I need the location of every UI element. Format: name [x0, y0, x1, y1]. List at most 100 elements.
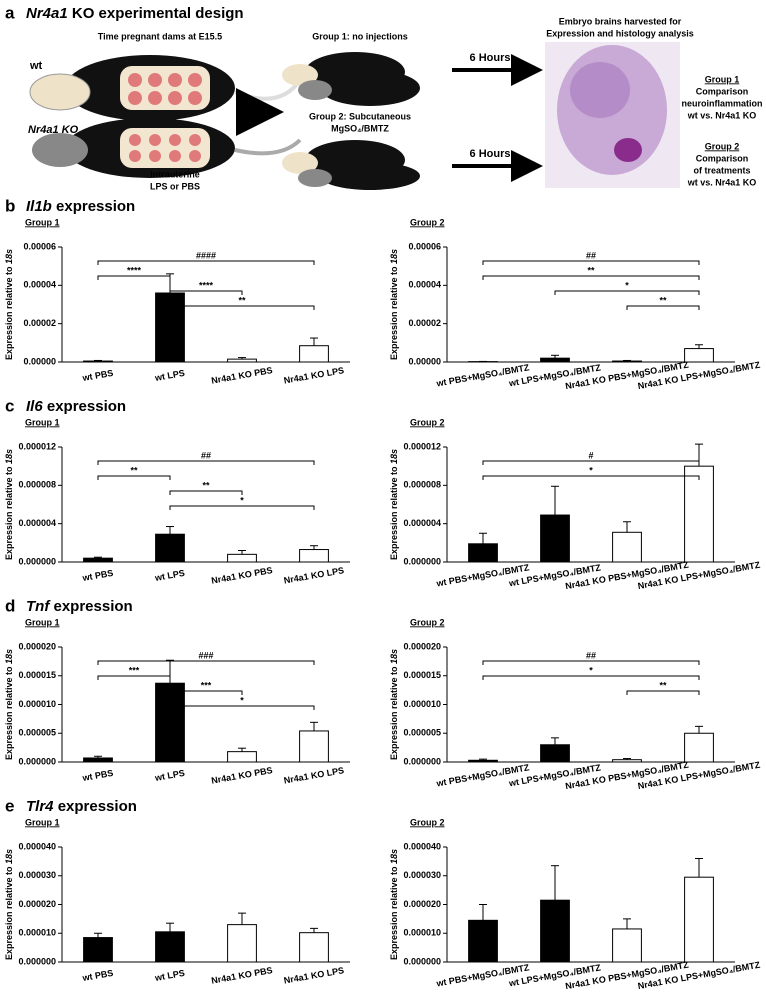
y-tick-label: 0.000012 — [18, 441, 56, 451]
significance-label: ** — [659, 680, 667, 690]
bar — [612, 360, 642, 363]
significance-label: *** — [201, 680, 212, 690]
significance-bracket — [482, 260, 700, 265]
mouse-head — [282, 64, 318, 86]
error-bar — [94, 359, 102, 362]
y-label-gene: 18s — [389, 649, 399, 664]
significance-bracket — [97, 475, 171, 480]
y-tick-label: 0.000030 — [18, 870, 56, 880]
significance-label: * — [240, 495, 244, 505]
significance-label: * — [240, 695, 244, 705]
significance-label: ** — [659, 295, 667, 305]
y-tick-label: 0.000010 — [18, 928, 56, 938]
bar — [612, 928, 642, 963]
mouse-tail — [234, 138, 302, 156]
y-tick-label: 0.000015 — [18, 670, 56, 680]
y-tick-label: 0.000000 — [403, 756, 441, 766]
hours-label: 6 Hours — [470, 148, 511, 160]
x-tick-label: wt LPS — [153, 768, 185, 783]
y-tick-label: 0.000004 — [403, 518, 441, 528]
injection-line: Intrauterine — [150, 169, 200, 179]
title-suffix: expression — [58, 798, 137, 815]
group2-line: Group 2: Subcutaneous — [309, 111, 411, 121]
significance-bracket — [482, 660, 700, 665]
y-axis-label: Expression relative to 18s — [389, 649, 399, 760]
panel-title: Il1b expression — [26, 198, 135, 215]
y-tick-label: 0.00000 — [23, 356, 56, 366]
significance-bracket — [97, 275, 171, 280]
y-tick-label: 0.000010 — [403, 928, 441, 938]
error-bar — [551, 354, 559, 359]
bar — [684, 348, 714, 363]
significance-label: ## — [201, 450, 211, 460]
y-label-text: Expression relative to — [389, 266, 399, 360]
bar — [540, 899, 570, 963]
x-tick-label: wt LPS — [153, 368, 185, 383]
error-bar — [623, 521, 631, 533]
significance-bracket — [626, 690, 700, 695]
y-label-gene: 18s — [389, 449, 399, 464]
group-desc: Comparison — [696, 86, 749, 96]
y-tick-label: 0.00002 — [408, 318, 441, 328]
title-suffix: expression — [54, 598, 133, 615]
error-bar — [166, 526, 174, 535]
y-tick-label: 0.000015 — [403, 670, 441, 680]
panel-title: Il6 expression — [26, 398, 126, 415]
panel-letter: b — [5, 196, 15, 215]
error-bar — [623, 758, 631, 760]
bar — [540, 744, 570, 763]
embryo-liver — [614, 138, 642, 162]
y-tick-label: 0.000040 — [18, 841, 56, 851]
significance-bracket — [169, 690, 243, 695]
error-bar — [310, 927, 318, 933]
y-label-gene: 18s — [389, 249, 399, 264]
ko-label: Nr4a1 KO — [28, 124, 79, 136]
bar — [155, 292, 185, 363]
y-axis-label: Expression relative to 18s — [4, 249, 14, 360]
significance-bracket — [169, 705, 315, 710]
chart-subtitle: Group 2 — [410, 817, 445, 827]
significance-bracket — [554, 290, 700, 295]
y-tick-label: 0.000040 — [403, 841, 441, 851]
title-gene: Il6 — [26, 398, 43, 415]
significance-bracket — [97, 260, 315, 265]
x-tick-label: Nr4a1 KO PBS — [210, 765, 273, 786]
chart-subtitle: Group 1 — [25, 417, 60, 427]
uterus — [120, 128, 210, 168]
bar — [83, 360, 113, 363]
panel-title: Nr4a1 KO experimental design — [26, 5, 244, 22]
y-tick-label: 0.000020 — [403, 641, 441, 651]
embryos — [129, 134, 201, 162]
significance-bracket — [169, 305, 315, 310]
significance-bracket — [169, 505, 315, 510]
error-bar — [166, 922, 174, 932]
y-label-gene: 18s — [4, 449, 14, 464]
bar — [227, 924, 257, 963]
group-desc: of treatments — [693, 165, 750, 175]
bar — [227, 553, 257, 563]
chart-subtitle: Group 2 — [410, 217, 445, 227]
y-tick-label: 0.00000 — [408, 356, 441, 366]
panel-letter: a — [5, 3, 15, 22]
significance-bracket — [97, 660, 315, 665]
significance-label: # — [588, 450, 593, 460]
y-tick-label: 0.00006 — [408, 241, 441, 251]
chart-subtitle: Group 2 — [410, 417, 445, 427]
x-tick-label: wt PBS — [81, 768, 114, 783]
panel-a: a Nr4a1 KO experimental design Time preg… — [5, 3, 763, 191]
significance-label: ## — [586, 250, 596, 260]
error-bar — [310, 337, 318, 346]
bar — [468, 543, 498, 563]
bar — [299, 549, 329, 563]
title-gene: Tnf — [26, 598, 51, 615]
bar — [155, 533, 185, 563]
significance-label: * — [625, 280, 629, 290]
error-bar — [238, 550, 246, 555]
y-axis-label: Expression relative to 18s — [389, 849, 399, 960]
y-axis-label: Expression relative to 18s — [4, 849, 14, 960]
chart-subtitle: Group 1 — [25, 817, 60, 827]
illustrations — [29, 42, 680, 190]
y-tick-label: 0.000020 — [18, 899, 56, 909]
y-tick-label: 0.00006 — [23, 241, 56, 251]
x-tick-label: wt LPS — [153, 968, 185, 983]
